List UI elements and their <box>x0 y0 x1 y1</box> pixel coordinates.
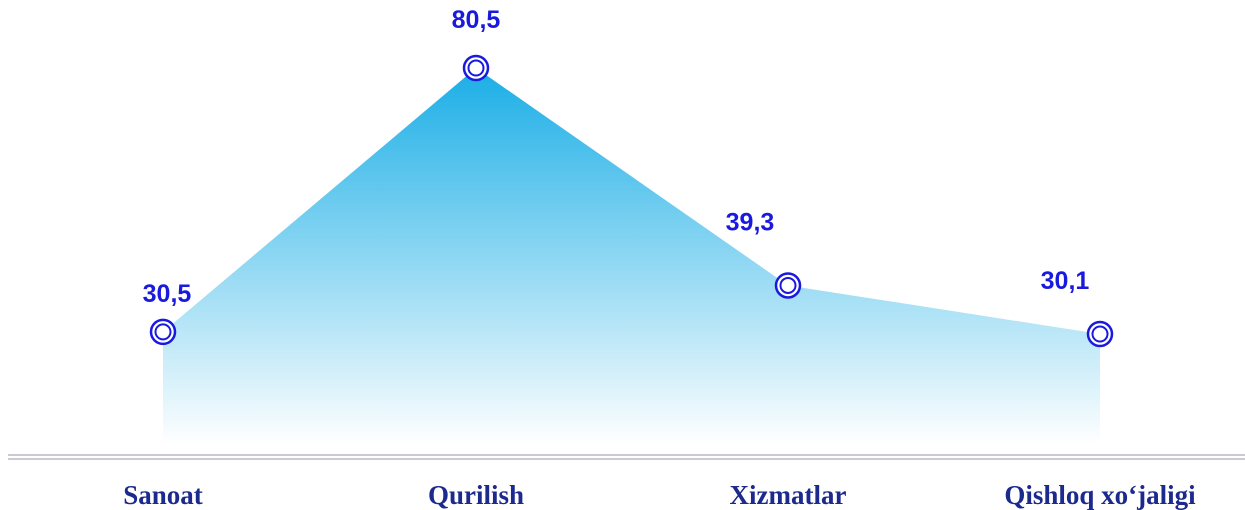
data-label: 30,1 <box>1041 267 1090 295</box>
x-tick-label: Qishloq xo‘jaligi <box>1004 480 1196 510</box>
marker-inner <box>154 323 172 341</box>
marker-inner <box>467 59 485 77</box>
x-tick-label: Qurilish <box>428 480 524 510</box>
marker-inner <box>779 276 797 294</box>
marker-inner <box>1091 325 1109 343</box>
data-label: 30,5 <box>143 280 192 308</box>
x-tick-label: Sanoat <box>123 480 203 510</box>
area <box>163 68 1100 445</box>
data-label: 39,3 <box>726 208 775 236</box>
x-tick-label: Xizmatlar <box>730 480 847 510</box>
data-label: 80,5 <box>452 6 501 34</box>
